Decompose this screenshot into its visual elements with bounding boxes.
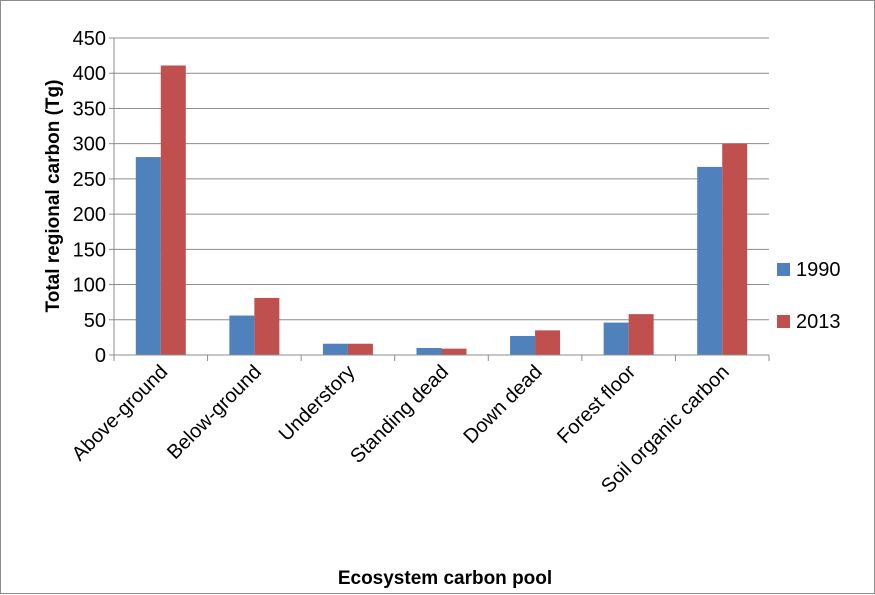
x-tick-label: Down dead bbox=[460, 361, 547, 448]
bar-2013-0 bbox=[160, 65, 186, 356]
x-axis-title: Ecosystem carbon pool bbox=[338, 568, 552, 589]
axes bbox=[109, 37, 770, 361]
bar-2013-5 bbox=[628, 314, 654, 355]
bar-1990-6 bbox=[697, 166, 723, 355]
bars bbox=[135, 65, 748, 356]
y-tick-label: 400 bbox=[73, 63, 106, 85]
y-axis-title: Total regional carbon (Tg) bbox=[43, 80, 64, 313]
x-tick-label: Forest floor bbox=[553, 361, 640, 448]
bar-2013-2 bbox=[347, 343, 373, 355]
bar-2013-1 bbox=[254, 297, 280, 355]
y-tick-label: 150 bbox=[73, 239, 106, 261]
x-tick-label: Standing dead bbox=[346, 361, 453, 468]
y-tick-label: 100 bbox=[73, 275, 106, 297]
x-tick-label: Above-ground bbox=[68, 361, 172, 465]
bar-1990-3 bbox=[416, 347, 442, 355]
legend-swatch-1990 bbox=[777, 263, 790, 276]
y-tick-labels: 0 50 100 150 200 250 300 350 400 450 bbox=[73, 28, 106, 367]
bar-1990-4 bbox=[510, 335, 536, 355]
bar-1990-5 bbox=[603, 322, 629, 355]
legend-label-2013: 2013 bbox=[796, 311, 841, 333]
bar-1990-0 bbox=[135, 157, 161, 355]
gridlines bbox=[114, 37, 769, 321]
bar-2013-4 bbox=[535, 330, 561, 355]
legend-swatch-2013 bbox=[777, 315, 790, 328]
y-tick-label: 200 bbox=[73, 204, 106, 226]
legend: 1990 2013 bbox=[777, 259, 841, 333]
bar-2013-6 bbox=[722, 143, 748, 355]
y-tick-label: 450 bbox=[73, 28, 106, 50]
y-tick-label: 50 bbox=[84, 310, 106, 332]
y-tick-label: 0 bbox=[95, 345, 106, 367]
x-tick-label: Understory bbox=[275, 361, 360, 446]
legend-label-1990: 1990 bbox=[796, 259, 841, 281]
y-tick-label: 350 bbox=[73, 98, 106, 120]
bar-1990-1 bbox=[229, 315, 255, 355]
y-tick-label: 250 bbox=[73, 169, 106, 191]
bar-2013-3 bbox=[441, 348, 467, 355]
y-tick-label: 300 bbox=[73, 134, 106, 156]
bar-1990-2 bbox=[322, 343, 348, 355]
x-tick-label: Below-ground bbox=[163, 361, 266, 464]
